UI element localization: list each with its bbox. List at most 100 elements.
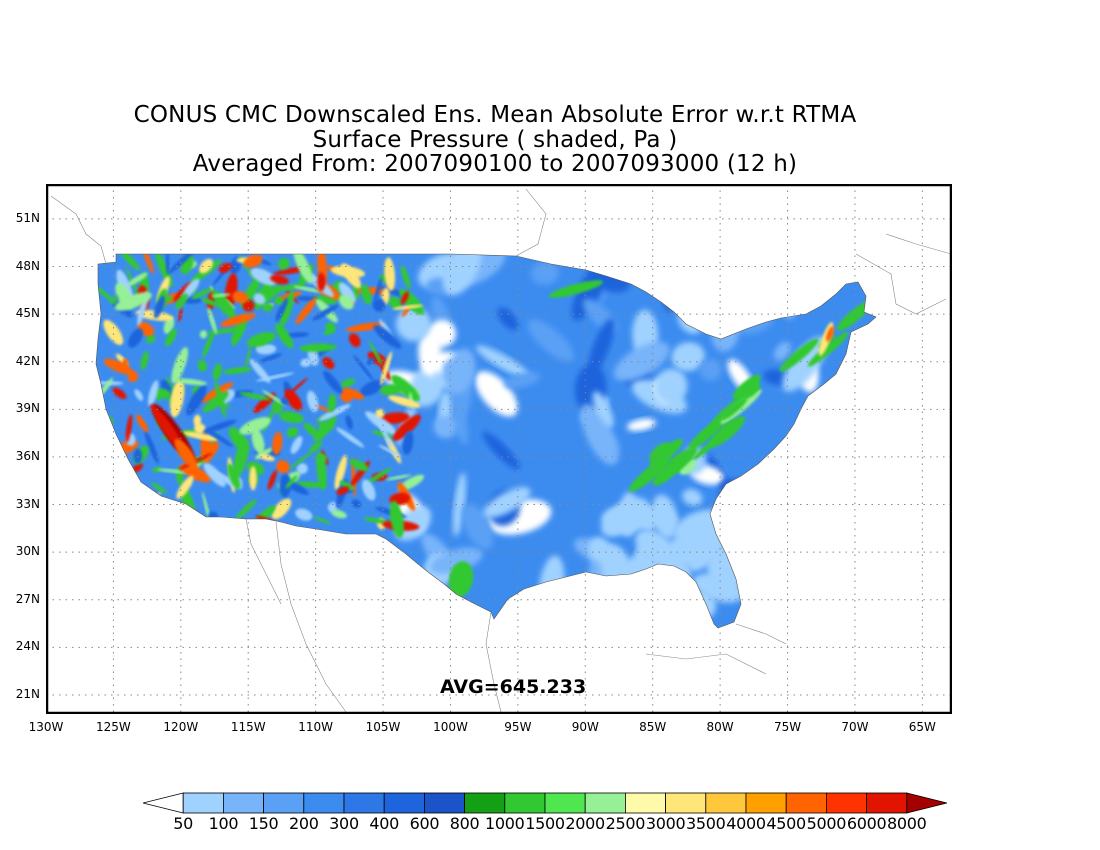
field-patch [118, 474, 136, 488]
field-patch [223, 367, 252, 374]
colorbar-segment [624, 792, 666, 814]
coastline [275, 521, 347, 713]
field-patch [339, 480, 355, 491]
map-panel [46, 184, 952, 714]
colorbar-segment [464, 792, 506, 814]
field-patch [314, 516, 331, 525]
field-patch [338, 282, 356, 303]
field-patch [246, 331, 276, 348]
field-patch [668, 269, 696, 310]
field-patch [243, 254, 263, 268]
field-patch [779, 338, 819, 372]
field-patch [239, 392, 271, 401]
field-patch [361, 284, 372, 305]
field-patch [288, 450, 314, 470]
field-patch [133, 515, 143, 526]
field-patch [119, 517, 130, 534]
field-patch [323, 370, 343, 394]
field-patch [96, 473, 119, 486]
latitude-label: 21N [15, 686, 40, 701]
field-patch [262, 390, 287, 406]
field-patch [759, 559, 798, 595]
colorbar-segment [584, 792, 626, 814]
field-patch [216, 523, 237, 534]
field-patch [211, 290, 236, 320]
colorbar-segment [303, 792, 345, 814]
field-patch [402, 430, 414, 455]
field-patch [351, 499, 362, 508]
field-patch [504, 372, 540, 389]
field-patch [175, 293, 189, 310]
latitude-label: 51N [15, 210, 40, 225]
longitude-label: 130W [28, 720, 64, 734]
field-patch [452, 472, 466, 537]
colorbar-segment [504, 792, 546, 814]
field-patch [220, 313, 256, 327]
coastline [245, 518, 282, 605]
longitude-label: 105W [365, 720, 401, 734]
field-patch [171, 347, 189, 384]
field-patch [249, 466, 257, 491]
field-patch [592, 391, 614, 428]
field-patch [279, 411, 304, 424]
field-patch [375, 414, 393, 449]
field-patch [800, 446, 820, 484]
colorbar-label: 800 [449, 814, 480, 833]
field-patch [103, 358, 134, 375]
field-patch [316, 453, 327, 465]
field-patch [836, 300, 872, 331]
field-patch [366, 357, 375, 366]
field-patch [242, 299, 255, 312]
field-patch [274, 296, 283, 306]
field-patch [199, 330, 208, 339]
field-patch [679, 459, 697, 475]
coastline [485, 611, 502, 713]
field-patch [638, 503, 656, 532]
field-patch [373, 324, 402, 349]
field-patch [323, 328, 336, 336]
field-patch [194, 423, 206, 435]
field-patch [782, 336, 828, 392]
latitude-label: 42N [15, 353, 40, 368]
longitude-label: 75W [773, 720, 802, 734]
field-patch [197, 518, 217, 536]
field-patch [296, 463, 308, 475]
field-patch [286, 427, 299, 438]
field-patch [312, 304, 339, 321]
field-patch [303, 422, 323, 440]
field-patch [391, 374, 420, 402]
field-patch [331, 509, 347, 519]
field-patch [788, 254, 822, 277]
field-patch [104, 465, 109, 476]
field-patch [720, 397, 748, 421]
longitude-label: 85W [639, 720, 667, 734]
field-patch [773, 341, 791, 361]
field-patch [400, 291, 409, 305]
colorbar-segment [383, 792, 425, 814]
field-patch [112, 387, 127, 399]
longitude-label: 120W [163, 720, 199, 734]
coastline [50, 195, 107, 265]
field-patch [97, 492, 111, 526]
field-patch [729, 492, 757, 517]
field-patch [682, 489, 703, 506]
latitude-label: 27N [15, 591, 40, 606]
longitude-label: 100W [433, 720, 468, 734]
field-patch [233, 439, 249, 478]
longitude-label: 80W [706, 720, 734, 734]
field-patch [300, 358, 312, 367]
longitude-label: 115W [230, 720, 266, 734]
field-patch [345, 322, 386, 332]
longitude-label: 110W [298, 720, 334, 734]
latitude-label: 24N [15, 639, 40, 654]
longitude-label: 95W [504, 720, 532, 734]
average-value-label: AVG=645.233 [440, 676, 587, 698]
field-patch [202, 419, 237, 433]
field-patch [651, 494, 678, 539]
colorbar-segment [182, 792, 224, 814]
colorbar-label: 100 [208, 814, 239, 833]
field-patch [239, 417, 271, 435]
field-patch [179, 463, 211, 483]
field-patch [475, 345, 530, 378]
field-patch [109, 295, 119, 304]
